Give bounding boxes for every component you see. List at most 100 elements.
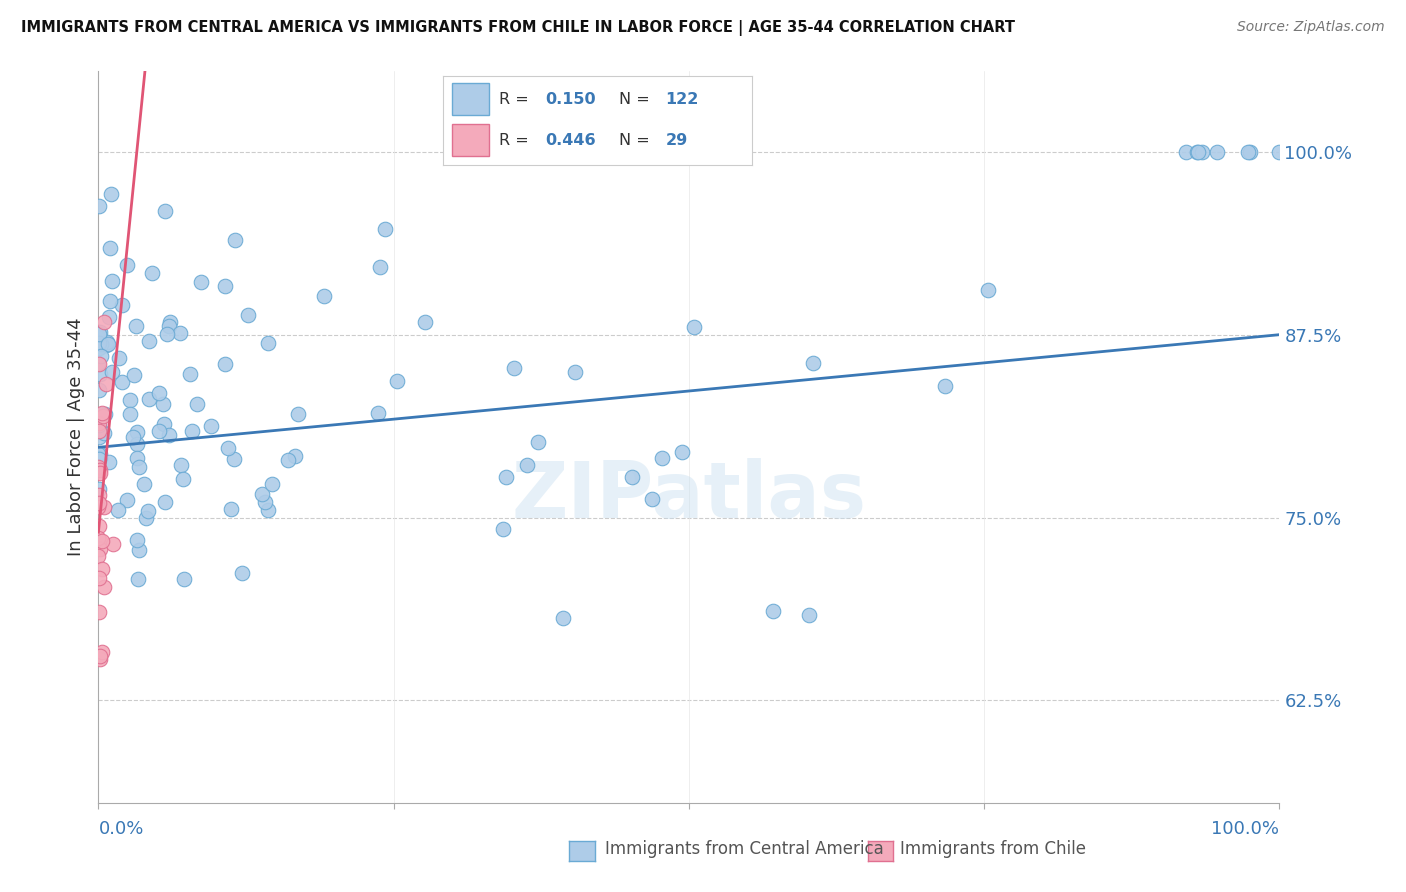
Point [125, 425, 148, 440]
Point [90, 645, 112, 659]
Point [1187, 145, 1209, 159]
Point [157, 318, 180, 333]
Text: 122: 122 [665, 92, 699, 106]
Point [89, 451, 111, 466]
Point [312, 288, 335, 302]
Text: 29: 29 [665, 133, 688, 147]
Point [502, 361, 524, 376]
Point [89, 326, 111, 340]
Point [368, 260, 391, 275]
Point [799, 607, 821, 622]
Point [257, 335, 280, 350]
Point [87, 571, 110, 585]
Point [141, 266, 163, 280]
Point [190, 275, 212, 289]
Point [128, 460, 150, 475]
Point [641, 492, 664, 507]
Text: Immigrants from Central America: Immigrants from Central America [605, 840, 883, 858]
Point [1174, 145, 1197, 159]
Point [117, 258, 139, 272]
Point [138, 392, 160, 406]
Point [1237, 145, 1260, 159]
Text: 0.0%: 0.0% [98, 820, 143, 838]
Point [179, 367, 201, 381]
Point [87, 358, 110, 372]
Point [277, 453, 299, 467]
Point [89, 424, 111, 438]
Point [97, 455, 120, 469]
Point [87, 447, 110, 461]
Point [155, 495, 177, 509]
Point [97, 337, 120, 351]
Point [96, 334, 118, 349]
Point [90, 350, 112, 364]
Point [87, 488, 110, 502]
Point [120, 407, 142, 421]
Point [801, 356, 824, 370]
Point [98, 310, 121, 325]
Point [89, 605, 111, 619]
Point [89, 649, 111, 664]
Point [620, 469, 643, 483]
Point [87, 199, 110, 213]
Point [159, 315, 181, 329]
Point [138, 334, 160, 348]
Point [564, 365, 586, 379]
Point [101, 274, 124, 288]
Point [90, 408, 112, 422]
Point [87, 549, 110, 563]
Point [214, 357, 236, 371]
Point [111, 376, 134, 390]
Point [87, 383, 110, 397]
Point [122, 429, 145, 443]
Point [91, 409, 114, 423]
Point [87, 496, 110, 510]
Point [128, 543, 150, 558]
Point [125, 437, 148, 451]
Point [762, 604, 785, 618]
Text: 100.0%: 100.0% [1212, 820, 1279, 838]
Point [284, 449, 307, 463]
Point [87, 330, 110, 344]
Point [219, 502, 242, 516]
Point [172, 472, 194, 486]
Point [132, 477, 155, 491]
Point [1268, 145, 1291, 159]
Point [217, 441, 239, 455]
Point [89, 534, 111, 549]
Point [87, 460, 110, 475]
Point [87, 341, 110, 355]
Point [236, 308, 259, 322]
Point [186, 397, 208, 411]
Point [100, 186, 122, 201]
Point [934, 379, 956, 393]
Point [93, 500, 115, 515]
Text: N =: N = [619, 133, 655, 147]
Point [101, 365, 124, 379]
Text: R =: R = [499, 92, 533, 106]
Point [152, 397, 174, 411]
Point [87, 519, 110, 533]
Point [93, 580, 115, 594]
Point [122, 368, 145, 383]
Point [89, 483, 111, 497]
Point [125, 319, 148, 334]
Point [98, 294, 121, 309]
Point [287, 407, 309, 421]
Point [136, 504, 159, 518]
Point [155, 327, 177, 342]
Text: Source: ZipAtlas.com: Source: ZipAtlas.com [1237, 20, 1385, 34]
Point [87, 497, 110, 511]
Point [413, 316, 436, 330]
Point [135, 511, 157, 525]
Point [682, 320, 704, 334]
Point [87, 418, 110, 433]
Point [98, 241, 121, 255]
Point [107, 502, 129, 516]
Point [1239, 145, 1261, 159]
Point [1187, 145, 1209, 159]
Point [87, 335, 110, 350]
Text: Immigrants from Chile: Immigrants from Chile [900, 840, 1085, 858]
Point [148, 424, 170, 438]
Point [87, 500, 110, 514]
